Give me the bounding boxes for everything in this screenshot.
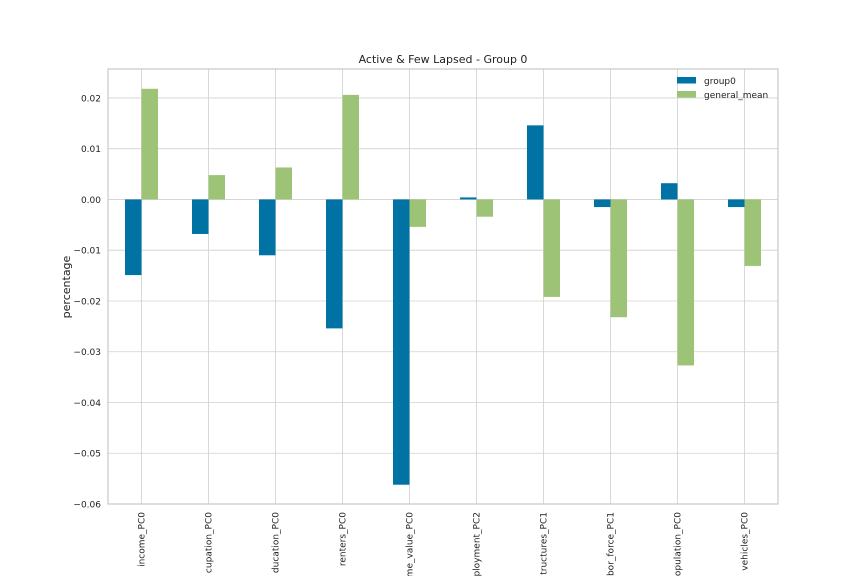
bar-group0-ployment_PC2	[460, 197, 477, 200]
bar-group0-me_value_PC0	[393, 199, 410, 485]
x-tick-label: vehicles_PC0	[741, 512, 751, 571]
bar-general_mean-ployment_PC2	[476, 199, 493, 217]
bar-group0-vehicles_PC0	[728, 199, 745, 208]
bar-general_mean-cupation_PC0	[208, 175, 225, 200]
bars	[125, 88, 761, 485]
x-tick-label: opulation_PC0	[674, 512, 684, 576]
y-tick-label: 0.00	[81, 196, 101, 206]
bar-general_mean-bor_force_PC1	[610, 199, 627, 318]
bar-general_mean-renters_PC0	[342, 94, 359, 200]
legend-swatch-group0	[677, 77, 696, 84]
plot-frame	[107, 68, 779, 505]
y-tick-label: −0.05	[73, 450, 101, 460]
chart-title: Active & Few Lapsed - Group 0	[359, 53, 528, 66]
bar-group0-renters_PC0	[326, 199, 343, 329]
bar-group0-income_PC0	[125, 199, 142, 276]
y-tick-label: −0.01	[73, 247, 101, 257]
y-tick-label: 0.02	[81, 94, 101, 104]
bar-general_mean-ducation_PC0	[275, 167, 292, 200]
x-tick-label: income_PC0	[138, 512, 148, 567]
x-tick-label: me_value_PC0	[406, 512, 416, 576]
bar-general_mean-opulation_PC0	[677, 199, 694, 366]
legend-label-general_mean: general_mean	[704, 91, 768, 101]
axes: 0.02 0.01 0.00 −0.01 −0.02 −0.03 −0.04 −0.05 −0.…	[73, 68, 779, 576]
y-tick-label: −0.04	[73, 399, 101, 409]
bar-group0-tructures_PC1	[527, 125, 544, 200]
legend: group0 general_mean	[677, 77, 768, 101]
bar-general_mean-tructures_PC1	[543, 199, 560, 297]
x-tick-label: renters_PC0	[339, 512, 349, 566]
bar-group0-cupation_PC0	[192, 199, 209, 234]
bar-general_mean-vehicles_PC0	[744, 199, 761, 266]
y-tick-label: −0.03	[73, 348, 101, 358]
y-axis-label: percentage	[60, 255, 73, 318]
bar-group0-opulation_PC0	[661, 183, 678, 200]
x-tick-label: ployment_PC2	[473, 512, 483, 576]
y-tick-label: −0.06	[73, 501, 101, 511]
bar-general_mean-me_value_PC0	[409, 199, 426, 227]
bar-general_mean-income_PC0	[141, 88, 158, 200]
legend-swatch-general_mean	[677, 91, 696, 98]
bar-group0-bor_force_PC1	[594, 199, 611, 208]
x-tick-label: ducation_PC0	[272, 512, 282, 573]
y-tick-label: −0.02	[73, 297, 101, 307]
x-tick-label: bor_force_PC1	[607, 512, 617, 576]
legend-label-group0: group0	[704, 77, 736, 87]
bar-group0-ducation_PC0	[259, 199, 276, 256]
y-tick-label: 0.01	[81, 145, 101, 155]
x-tick-label: tructures_PC1	[540, 512, 550, 575]
x-tick-label: cupation_PC0	[205, 512, 215, 573]
